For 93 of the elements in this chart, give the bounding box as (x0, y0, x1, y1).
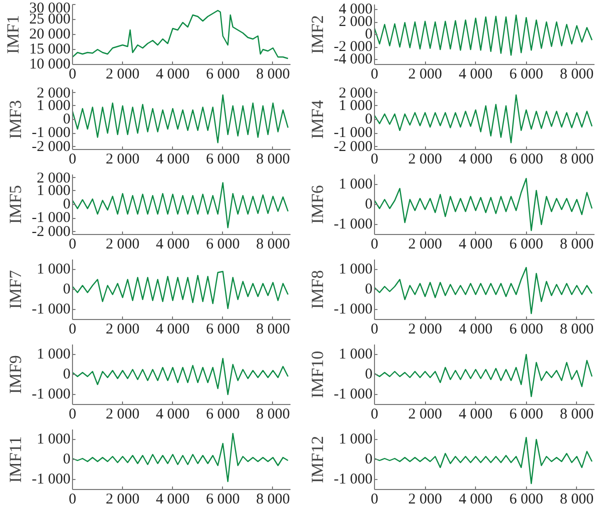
y-tick-label: 0 (365, 366, 372, 382)
x-tick-label: 2 000 (408, 492, 442, 508)
x-tick-label: 6 000 (206, 152, 240, 168)
x-tick-label: 6 000 (509, 406, 544, 422)
y-tick-label: -2 000 (32, 138, 71, 155)
y-axis-title: IMF11 (6, 436, 25, 483)
x-tick-label: 2 000 (408, 406, 442, 422)
y-tick-label: 20 000 (29, 26, 70, 42)
x-tick-label: 4 000 (156, 492, 190, 508)
x-tick-label: 4 000 (458, 236, 493, 252)
x-tick-label: 4 000 (156, 322, 190, 338)
x-tick-label: 4 000 (156, 236, 190, 252)
x-tick-label: 4 000 (156, 66, 190, 82)
y-tick-label: -1 000 (32, 210, 71, 226)
y-tick-label: 1 000 (338, 432, 372, 448)
y-axis-title: IMF10 (308, 350, 327, 398)
x-tick-label: 8 000 (256, 66, 290, 82)
x-tick-label: 2 000 (106, 152, 140, 168)
y-tick-label: -1 000 (334, 216, 373, 232)
x-tick-label: 8 000 (256, 152, 290, 168)
y-tick-label: -1 000 (32, 302, 71, 318)
x-tick-label: 4 000 (458, 322, 493, 338)
x-tick-label: 8 000 (256, 236, 290, 252)
x-tick-label: 2 000 (408, 66, 442, 82)
y-tick-label: 15 000 (29, 42, 70, 58)
y-tick-label: 1 000 (338, 262, 372, 278)
y-tick-label: 0 (63, 196, 70, 212)
x-tick-label: 4 000 (458, 152, 493, 168)
x-tick-label: 2 000 (106, 406, 140, 422)
y-axis-title: IMF3 (6, 100, 25, 139)
x-tick-label: 2 000 (106, 236, 140, 252)
y-tick-label: 1 000 (36, 432, 70, 448)
x-tick-label: 2 000 (408, 236, 442, 252)
x-tick-label: 8 000 (256, 322, 290, 338)
y-tick-label: -1 000 (334, 472, 373, 488)
x-tick-label: 6 000 (509, 152, 544, 168)
y-tick-label: -1 000 (32, 472, 71, 488)
x-tick-label: 4 000 (458, 66, 493, 82)
x-tick-label: 6 000 (509, 492, 544, 508)
x-tick-label: 4 000 (458, 406, 493, 422)
x-tick-label: 4 000 (458, 492, 493, 508)
x-tick-label: 4 000 (156, 152, 190, 168)
x-tick-label: 8 000 (560, 322, 594, 338)
x-tick-label: 2 000 (408, 152, 442, 168)
y-tick-label: -1 000 (32, 386, 71, 402)
x-tick-label: 8 000 (560, 406, 594, 422)
y-axis-title: IMF4 (308, 100, 327, 139)
y-tick-label: 0 (365, 112, 372, 128)
y-tick-label: -1 000 (334, 302, 373, 318)
y-tick-label: 1 000 (36, 262, 70, 278)
y-tick-label: -1 000 (334, 125, 373, 142)
y-tick-label: -1 000 (32, 125, 71, 142)
x-tick-label: 8 000 (560, 492, 594, 508)
x-tick-label: 8 000 (256, 492, 290, 508)
y-tick-label: 0 (63, 282, 70, 298)
y-tick-label: 1 000 (338, 346, 372, 362)
x-tick-label: 8 000 (560, 152, 594, 168)
x-tick-label: 6 000 (206, 406, 240, 422)
x-tick-label: 6 000 (206, 492, 240, 508)
y-axis-title: IMF8 (308, 270, 327, 309)
y-tick-label: 0 (63, 452, 70, 468)
x-tick-label: 6 000 (206, 236, 240, 252)
x-tick-label: 2 000 (408, 322, 442, 338)
x-tick-label: 6 000 (509, 66, 544, 82)
x-tick-label: 4 000 (156, 406, 190, 422)
y-tick-label: 0 (63, 366, 70, 382)
y-axis-title: IMF5 (6, 185, 25, 224)
y-tick-label: -1 000 (334, 386, 373, 402)
y-axis-title: IMF6 (308, 185, 327, 224)
y-tick-label: 1 000 (36, 346, 70, 362)
y-tick-label: 0 (63, 112, 70, 128)
x-tick-label: 2 000 (106, 492, 140, 508)
y-axis-title: IMF9 (6, 355, 25, 394)
y-tick-label: 0 (365, 196, 372, 212)
x-tick-label: 6 000 (206, 322, 240, 338)
x-tick-label: 2 000 (106, 322, 140, 338)
x-tick-label: 6 000 (509, 322, 544, 338)
x-tick-label: 6 000 (206, 66, 240, 82)
y-tick-label: 10 000 (29, 56, 70, 72)
y-tick-label: -2 000 (32, 224, 71, 240)
y-axis-title: IMF12 (308, 436, 327, 484)
x-tick-label: 2 000 (106, 66, 140, 82)
y-tick-label: 1 000 (338, 176, 372, 192)
y-axis-title: IMF2 (308, 15, 327, 54)
y-axis-title: IMF1 (3, 15, 22, 54)
x-tick-label: 6 000 (509, 236, 544, 252)
y-tick-label: 0 (365, 282, 372, 298)
y-tick-label: -2 000 (334, 138, 373, 155)
y-tick-label: 0 (365, 452, 372, 468)
y-axis-title: IMF7 (6, 270, 25, 309)
x-tick-label: 8 000 (560, 236, 594, 252)
x-tick-label: 8 000 (560, 66, 594, 82)
x-tick-label: 8 000 (256, 406, 290, 422)
